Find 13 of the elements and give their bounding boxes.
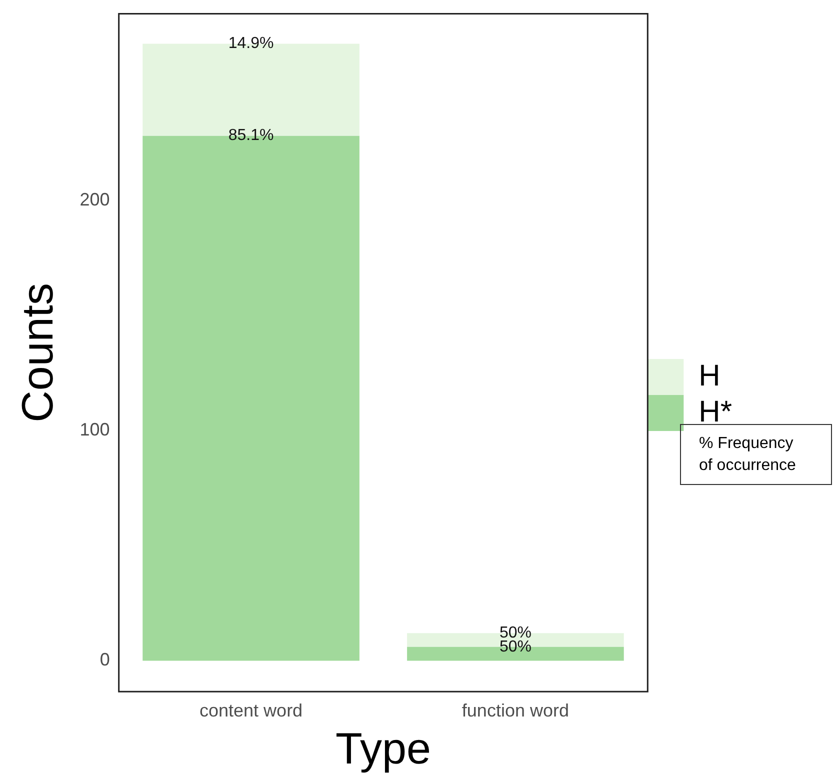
text: % Frequency of occurrence [699,435,796,474]
y-tick-label: 0 [100,650,110,670]
y-tick-label: 200 [80,189,110,210]
legend-label: H [698,359,720,392]
legend-label: H* [698,395,732,428]
annotation: 14.9% [228,35,274,52]
x-tick-label: function word [462,700,569,720]
y-tick-label: 100 [80,419,110,440]
x-axis-title: Type [336,724,431,774]
annotation: 50% [499,638,532,656]
y-axis-title: Counts [14,282,63,422]
x-tick-label: content word [200,700,303,720]
annotation: 85.1% [228,127,274,144]
